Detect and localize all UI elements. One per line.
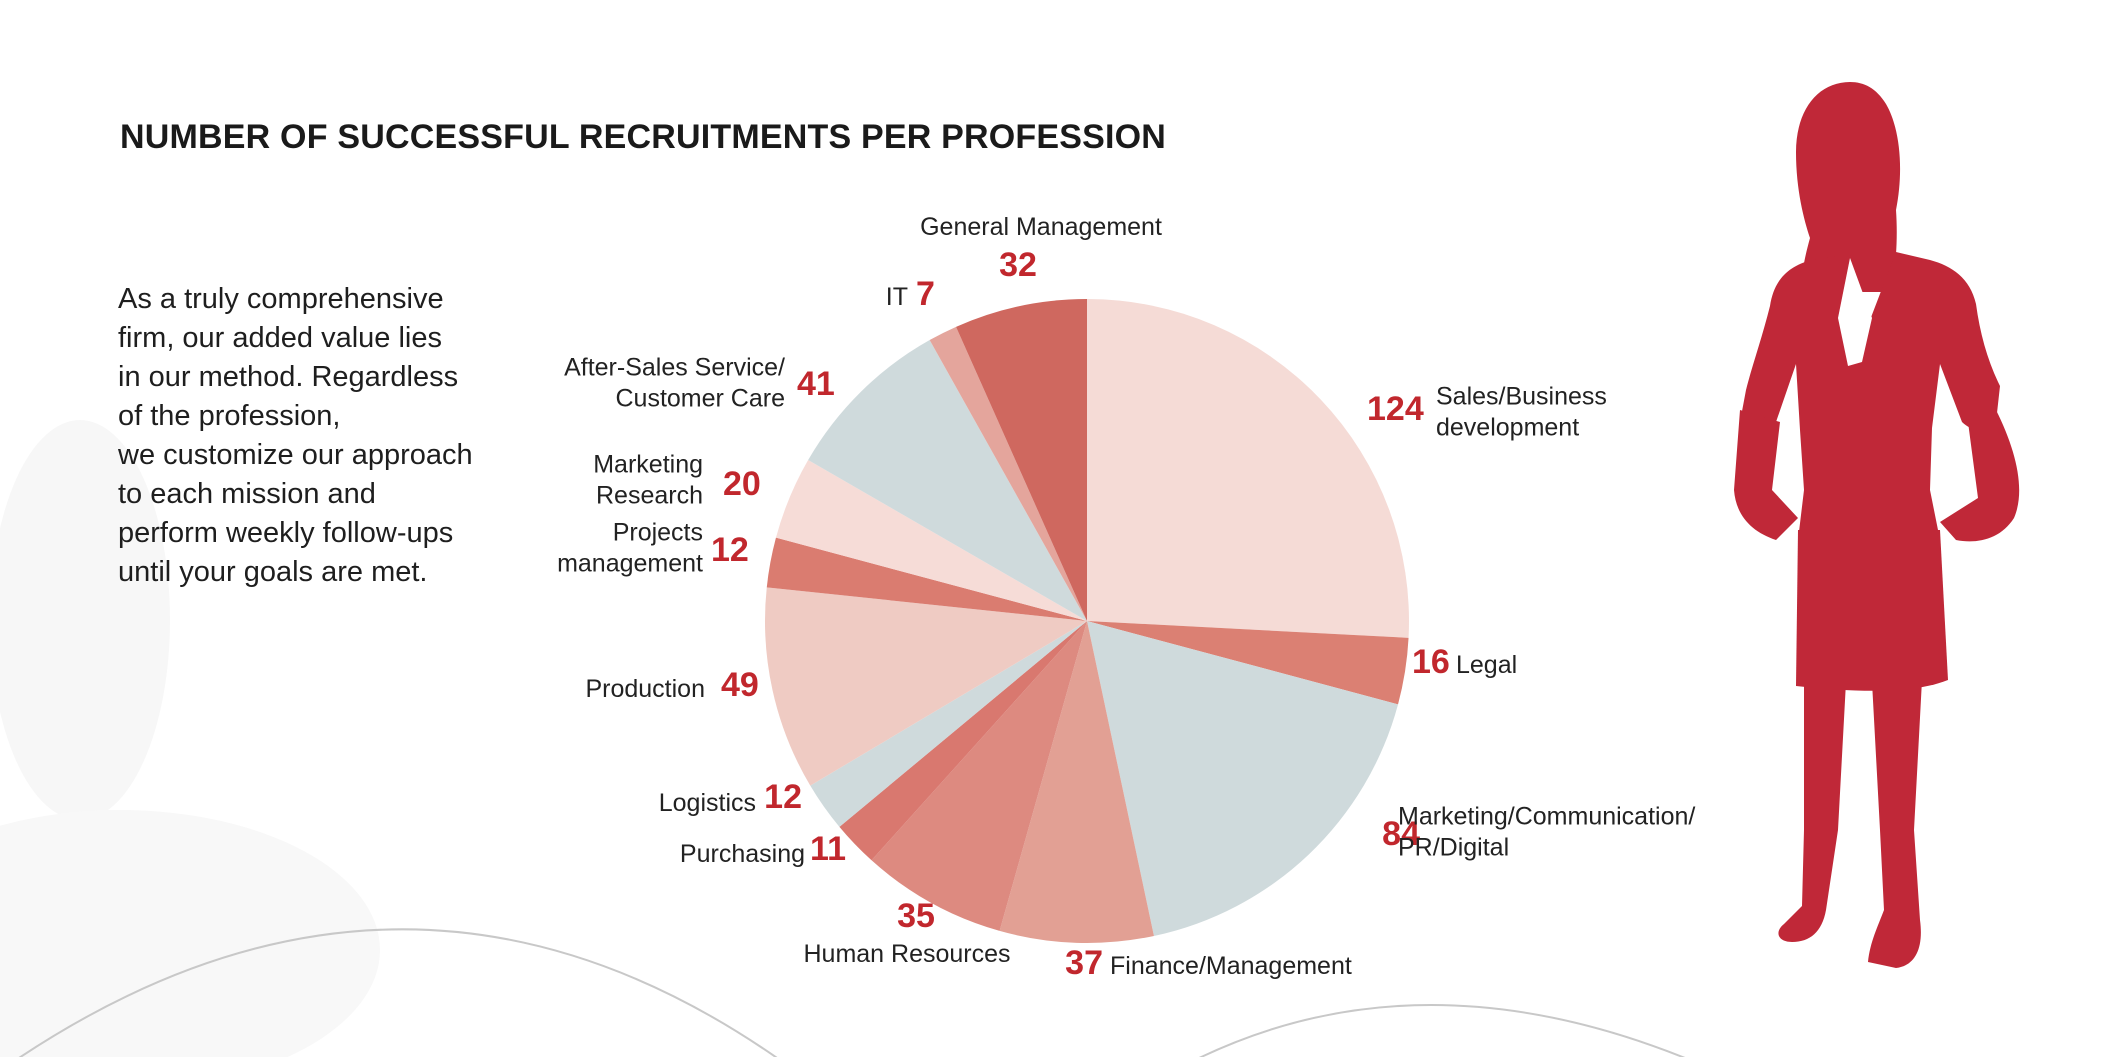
slice-category-line: Customer Care <box>616 385 786 413</box>
slice-category-label: Marketing Research <box>593 451 703 510</box>
slice-category-label: Legal <box>1456 651 1517 679</box>
slice-value-label: 20 <box>723 465 761 503</box>
intro-line: in our method. Regardless <box>118 361 459 393</box>
pie-slice <box>1087 621 1399 936</box>
slice-category-line: IT <box>886 283 908 311</box>
slice-category-line: Projects <box>613 519 703 547</box>
pie-slice <box>999 621 1154 944</box>
slice-category-line: Legal <box>1456 651 1517 679</box>
slice-category-line: Sales/Business <box>1436 383 1607 411</box>
slice-category-label: Sales/Business development <box>1436 383 1607 442</box>
slice-category-label: After-Sales Service/Customer Care <box>564 354 785 413</box>
slice-value-label: 32 <box>999 246 1037 284</box>
pie-slice <box>956 299 1087 621</box>
slice-category-label: Purchasing <box>680 840 805 868</box>
slice-category-line: After-Sales Service/ <box>564 354 785 382</box>
slice-category-line: Human Resources <box>803 940 1010 968</box>
pie-slice <box>1087 621 1409 705</box>
pie-slice <box>765 587 1087 786</box>
intro-line: As a truly comprehensive <box>118 283 444 315</box>
intro-line: of the profession, <box>118 400 341 432</box>
businesswoman-silhouette-icon <box>1734 82 2020 968</box>
slice-category-label: Finance/Management <box>1110 952 1352 980</box>
slice-value-label: 7 <box>916 275 935 313</box>
slice-category-line: Purchasing <box>680 840 805 868</box>
slice-value-label: 12 <box>711 531 749 569</box>
intro-line: we customize our approach <box>118 439 473 471</box>
slice-category-line: Production <box>585 675 705 703</box>
slice-value-label: 37 <box>1065 944 1103 982</box>
intro-text: As a truly comprehensive firm, our added… <box>118 280 478 592</box>
pie-slice <box>929 326 1087 621</box>
pie-slice <box>1087 299 1409 638</box>
slice-category-label: Projects management <box>557 519 703 578</box>
slice-category-label: Human Resources <box>803 940 1010 968</box>
pie-slice <box>839 621 1087 861</box>
pie-slice <box>810 621 1087 827</box>
slice-value-label: 49 <box>721 666 759 704</box>
slice-value-label: 11 <box>810 830 846 868</box>
slice-category-label: Marketing/Communication/PR/Digital <box>1398 803 1695 862</box>
pie-slice <box>775 460 1087 621</box>
slice-category-label: Logistics <box>659 789 756 817</box>
page-title: NUMBER OF SUCCESSFUL RECRUITMENTS PER PR… <box>120 118 1167 156</box>
intro-line: to each mission and <box>118 478 376 510</box>
slice-category-label: General Management <box>920 213 1162 241</box>
slice-category-label: IT <box>886 283 908 311</box>
slice-category-line: management <box>557 550 703 578</box>
slice-value-label: 35 <box>897 897 935 935</box>
slice-category-line: development <box>1436 414 1579 442</box>
slice-value-label: 41 <box>797 365 835 403</box>
slice-category-line: Research <box>596 482 703 510</box>
pie-slice <box>808 340 1087 621</box>
slice-category-line: Marketing <box>593 451 703 479</box>
slice-category-line: General Management <box>920 213 1162 241</box>
intro-line: perform weekly follow-ups <box>118 517 454 549</box>
slice-category-line: PR/Digital <box>1398 834 1509 862</box>
intro-line: until your goals are met. <box>118 556 428 588</box>
pie-slice <box>766 537 1087 621</box>
slice-value-label: 16 <box>1412 643 1450 681</box>
slice-category-label: Production <box>585 675 705 703</box>
slice-value-label: 84 <box>1382 815 1420 853</box>
slice-value-label: 12 <box>764 778 802 816</box>
slice-category-line: Finance/Management <box>1110 952 1352 980</box>
slice-category-line: Logistics <box>659 789 756 817</box>
slice-category-line: Marketing/Communication/ <box>1398 803 1695 831</box>
intro-line: firm, our added value lies <box>118 322 442 354</box>
pie-slice <box>871 621 1087 931</box>
slice-value-label: 124 <box>1367 390 1424 428</box>
